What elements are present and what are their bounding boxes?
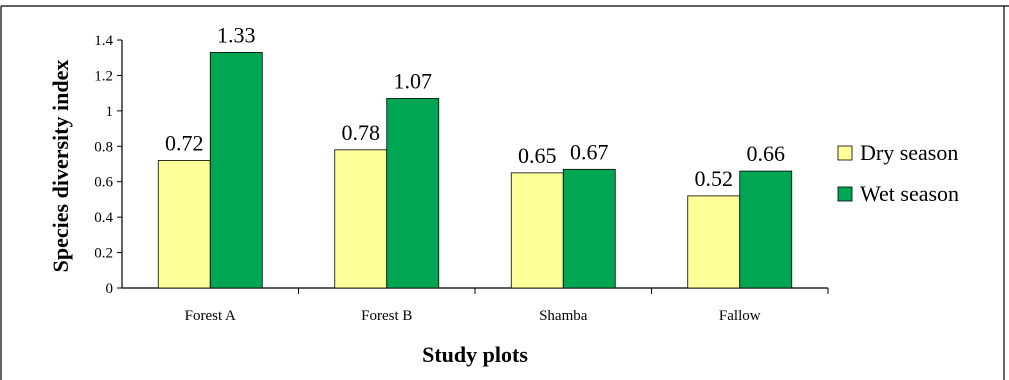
y-tick-label: 1.4	[94, 33, 113, 49]
bar-wet-season	[562, 168, 616, 289]
data-label: 0.78	[342, 120, 381, 145]
y-tick-label: 0	[106, 281, 114, 297]
legend-swatch-dry	[837, 145, 853, 161]
x-axis-title: Study plots	[422, 342, 528, 367]
data-label: 0.66	[747, 141, 786, 166]
bar-dry-season	[334, 149, 388, 289]
legend-swatch-wet	[837, 186, 853, 202]
bar-dry-season	[687, 195, 741, 289]
y-tick-label: 1.2	[94, 68, 113, 84]
bar-wet-season	[386, 98, 440, 289]
y-tick-label: 0.4	[94, 210, 113, 226]
bar-wet-season	[739, 170, 793, 289]
y-axis-title: Species diversity index	[48, 60, 73, 273]
data-label: 0.72	[165, 130, 204, 155]
plot-area: 0 0.2 0.4 0.6 0.8 1 1.2 1.4 Forest A 0.72 1.33 Fore…	[94, 22, 829, 324]
legend-label: Dry season	[860, 140, 958, 165]
data-label: 0.52	[695, 166, 734, 191]
x-tick-label: Forest B	[361, 308, 412, 324]
data-label: 1.33	[217, 22, 256, 47]
data-label: 1.07	[394, 68, 433, 93]
bar-dry-season	[157, 160, 211, 289]
data-label: 0.65	[518, 143, 557, 168]
y-tick-label: 1	[106, 104, 114, 120]
data-label: 0.67	[570, 139, 609, 164]
y-tick-label: 0.8	[94, 139, 113, 155]
x-tick-label: Forest A	[185, 308, 236, 324]
x-tick-label: Shamba	[539, 308, 588, 324]
bar-wet-season	[209, 52, 263, 289]
bar-dry-season	[510, 172, 564, 289]
y-tick-label: 0.2	[94, 246, 113, 262]
legend: Dry season Wet season	[837, 140, 959, 206]
y-tick-label: 0.6	[94, 175, 113, 191]
x-tick-label: Fallow	[719, 308, 761, 324]
legend-label: Wet season	[860, 181, 959, 206]
